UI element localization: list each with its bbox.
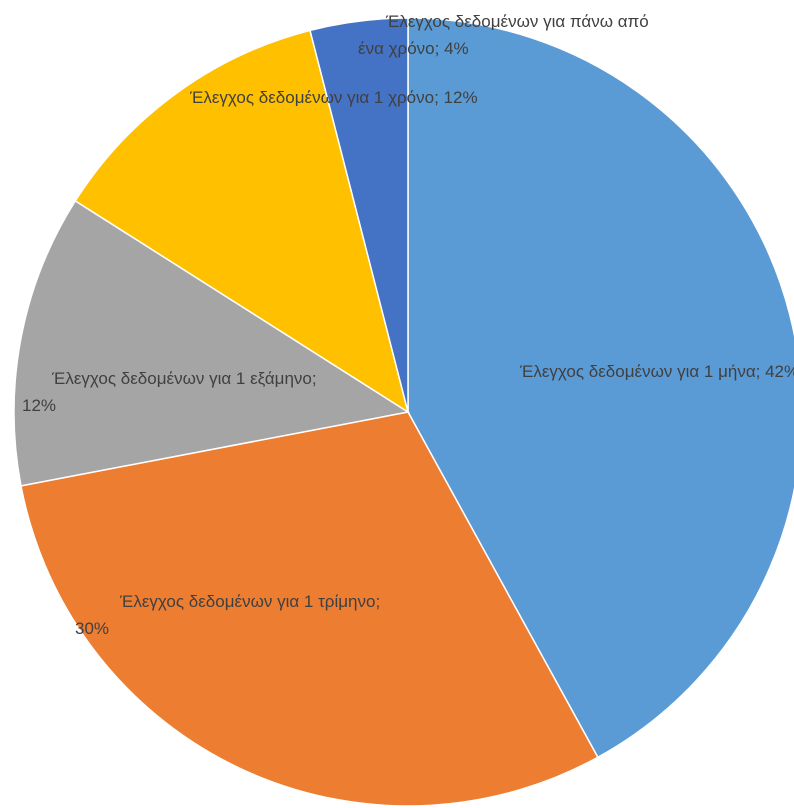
data-label: Έλεγχος δεδομένων για πάνω από ένα χρόνο… [358,12,649,58]
data-label-box: Έλεγχος δεδομένων για 1 εξάμηνο; 12% [22,369,317,415]
data-label: Έλεγχος δεδομένων για 1 εξάμηνο; 12% [22,369,317,415]
pie-slice [20,411,599,807]
pie-slice [13,199,411,487]
data-label-box: Έλεγχος δεδομένων για πάνω από ένα χρόνο… [358,12,649,58]
pie-slice [309,17,409,413]
data-label-box: Έλεγχος δεδομένων για 1 χρόνο; 12% [190,88,478,107]
pie-slice [407,17,794,759]
data-label: Έλεγχος δεδομένων για 1 τρίμηνο; 30% [75,592,381,638]
data-label: Έλεγχος δεδομένων για 1 μήνα; 42% [520,362,794,381]
data-label: Έλεγχος δεδομένων για 1 χρόνο; 12% [190,88,478,107]
pie-slice [74,29,410,414]
data-label-box: Έλεγχος δεδομένων για 1 τρίμηνο; 30% [75,592,381,638]
data-label-box: Έλεγχος δεδομένων για 1 μήνα; 42% [520,362,794,381]
